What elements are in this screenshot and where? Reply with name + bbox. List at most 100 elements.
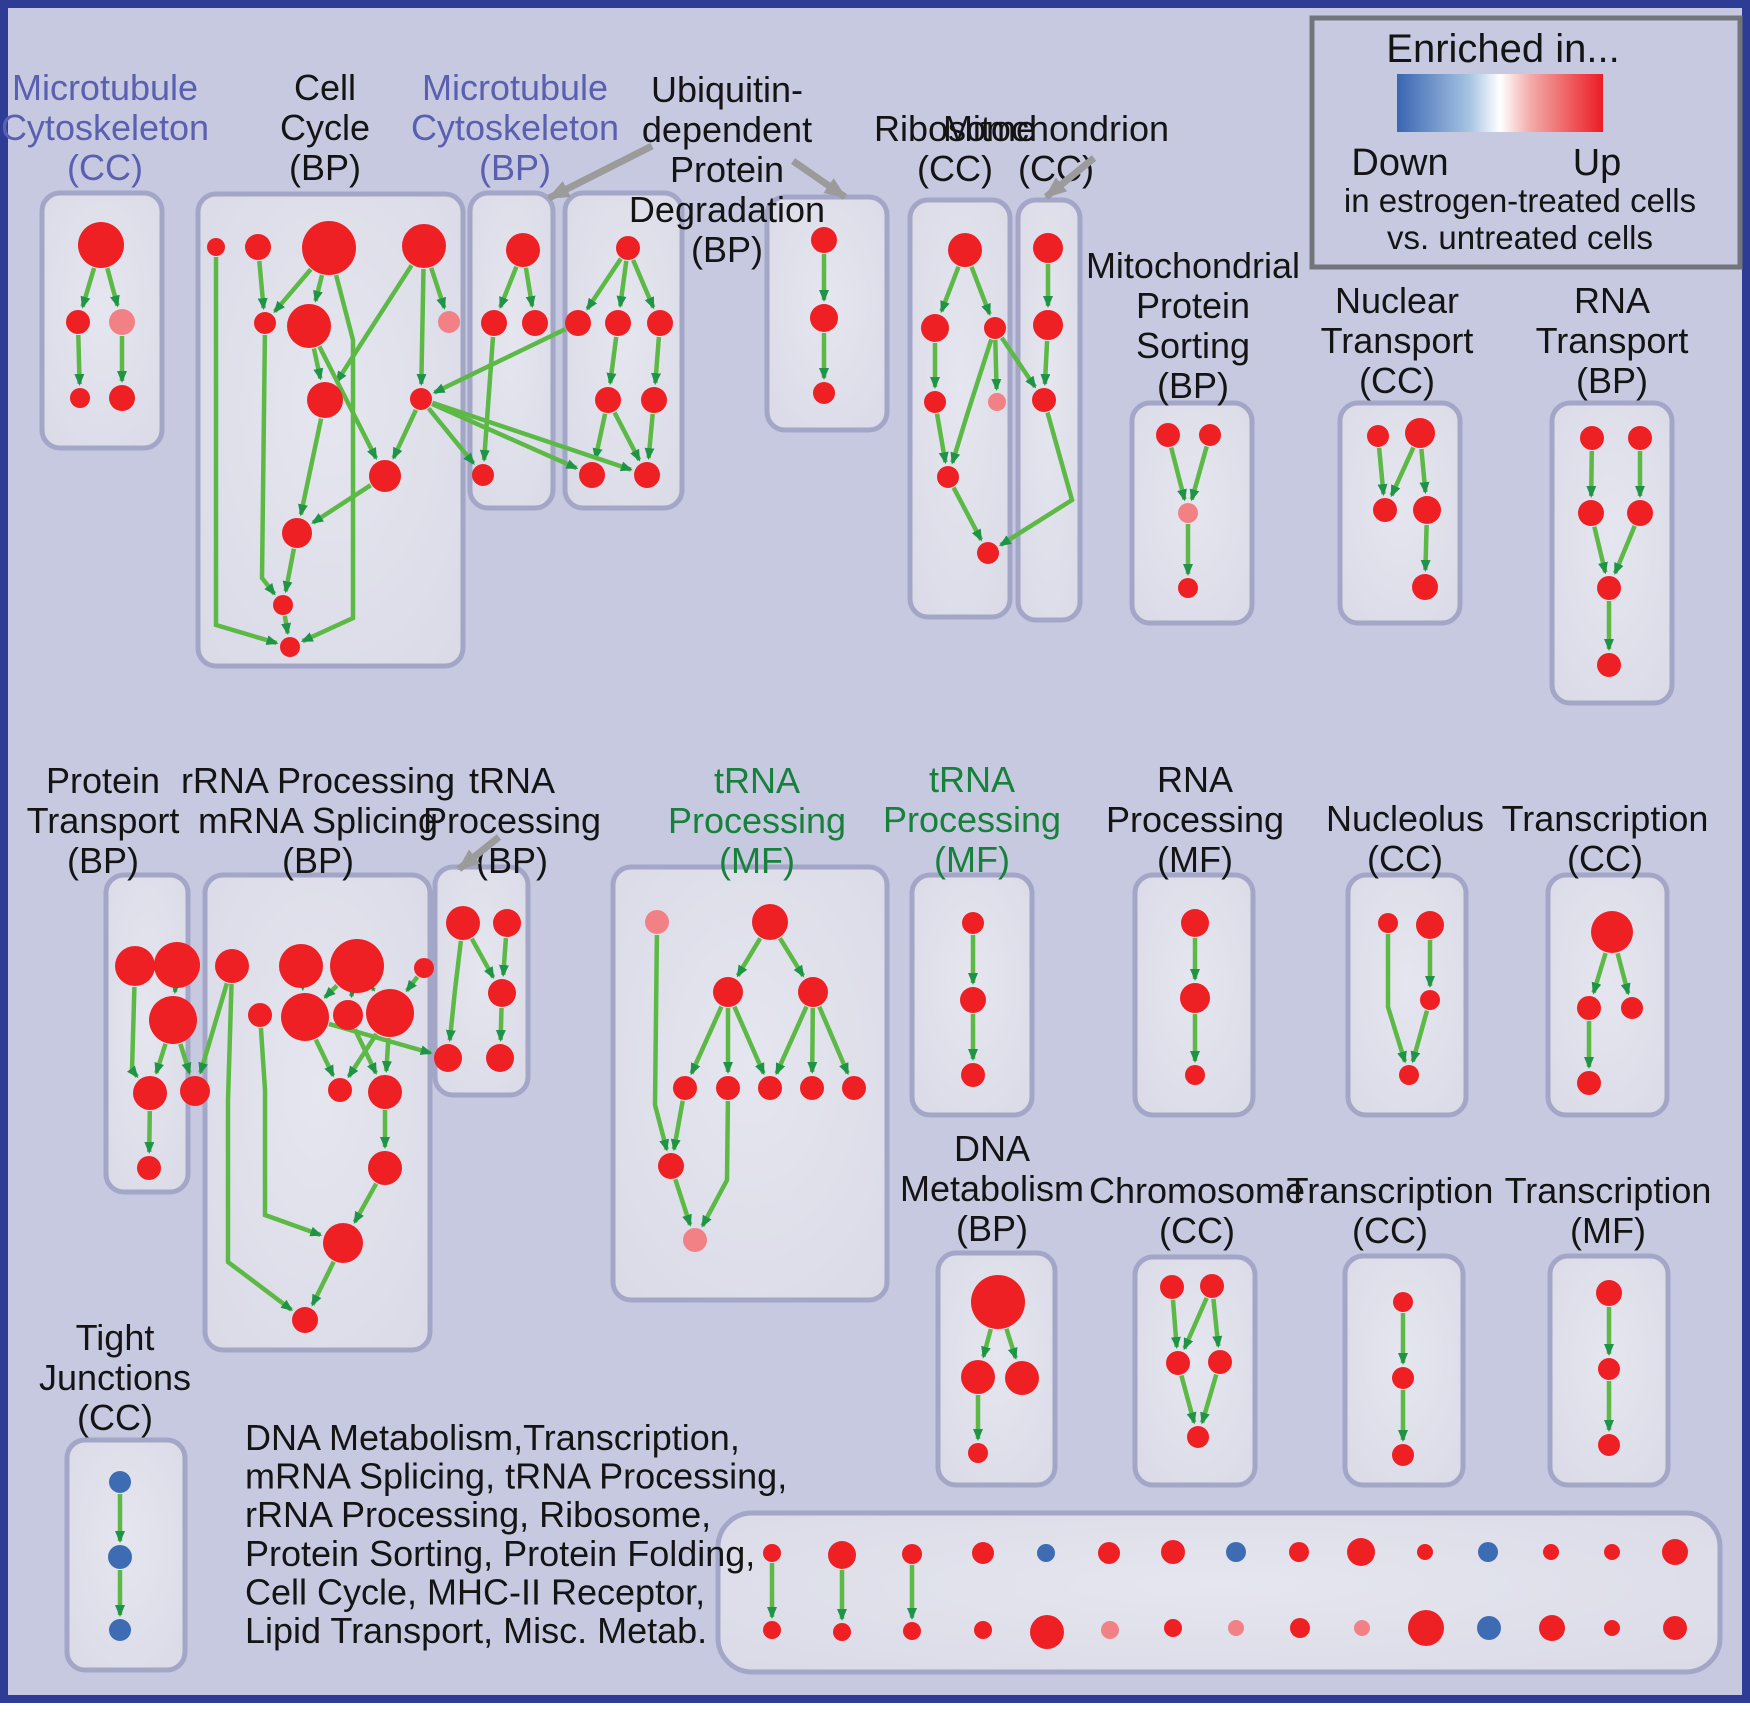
cell-cycle-node-6: [438, 311, 460, 333]
trna-bp-label-line-1: Processing: [423, 800, 601, 841]
trna-mf-1-edge-8: [817, 1005, 850, 1076]
misc-node-26: [1477, 1616, 1501, 1640]
microtubule-cc-label-line-0: Microtubule: [12, 67, 198, 108]
misc-node-25: [1408, 1610, 1444, 1646]
protein-transport-edge-1: [126, 986, 139, 1079]
cell-cycle-node-9: [369, 460, 401, 492]
rna-transport-edge-2: [1592, 526, 1608, 575]
transcription-cc-mid-node-2: [1621, 997, 1643, 1019]
trna-mf-1-node-5: [716, 1076, 740, 1100]
cell-cycle-node-10: [282, 518, 312, 548]
nucleolus-edge-0: [1385, 934, 1408, 1064]
ribosome-edge-3: [991, 339, 1002, 391]
ribosome-node-3: [924, 391, 946, 413]
legend-box: [1309, 15, 1743, 270]
chromosome-node-0: [1160, 1275, 1184, 1299]
rrna-mrna-node-5: [281, 993, 329, 1041]
cross-edge-1: [431, 400, 633, 472]
ubiquitin-node-4: [595, 387, 621, 413]
microtubule-cc-edge-1: [105, 267, 120, 308]
cell-cycle-edge-4: [300, 274, 356, 644]
trna-mf-1-node-10: [683, 1228, 707, 1252]
mito-protein-sorting-label-line-3: (BP): [1157, 365, 1229, 406]
rna-processing-mf-node-0: [1181, 909, 1209, 937]
transcription-cc-bottom-label-line-0: Transcription: [1287, 1170, 1494, 1211]
trna-mf-1-node-1: [752, 904, 788, 940]
rrna-mrna-node-0: [215, 949, 249, 983]
dna-metabolism-box: [935, 1250, 1058, 1488]
ribosome-edge-1: [969, 265, 992, 316]
protein-transport-node-2: [149, 996, 197, 1044]
misc-node-10: [1417, 1544, 1433, 1560]
rrna-mrna-label-line-0: rRNA Processing: [181, 760, 455, 801]
chromosome-node-1: [1200, 1274, 1224, 1298]
ubiquitin-label-line-2: Protein: [670, 149, 784, 190]
microtubule-bp-node-0: [506, 233, 540, 267]
trna-mf-1-edge-9: [670, 1100, 685, 1152]
nuclear-transport-edge-0: [1376, 447, 1388, 497]
protein-transport-node-3: [133, 1076, 167, 1110]
microtubule-cc-edge-2: [74, 334, 85, 386]
nuclear-transport-node-1: [1405, 418, 1435, 448]
ribosome-edge-0: [939, 265, 961, 314]
dna-metabolism-node-1: [961, 1360, 995, 1394]
cell-cycle-edge-10: [317, 345, 379, 460]
transcription-cc-mid-node-0: [1591, 911, 1633, 953]
misc-node-5: [1098, 1542, 1120, 1564]
trna-bp-edge-0: [469, 937, 496, 980]
dna-metabolism-label-line-0: DNA: [954, 1128, 1030, 1169]
misc-node-3: [972, 1542, 994, 1564]
rrna-mrna-edge-4: [364, 979, 376, 992]
cell-cycle-edge-1: [257, 260, 268, 311]
nuclear-transport-edge-3: [1420, 524, 1431, 572]
trna-mf-2-label-line-0: tRNA: [929, 759, 1015, 800]
microtubule-cc-node-4: [109, 385, 135, 411]
transcription-cc-bottom-node-1: [1392, 1367, 1414, 1389]
cell-cycle-edge-11: [298, 418, 324, 517]
legend-gradient-bar: [1397, 74, 1603, 132]
misc-node-17: [903, 1622, 921, 1640]
rna-transport-edge-0: [1586, 450, 1597, 498]
dna-metabolism-label-line-2: (BP): [956, 1208, 1028, 1249]
cell-cycle-node-1: [245, 234, 271, 260]
chromosome-edge-2: [1211, 1298, 1223, 1349]
category-text-line-1: mRNA Splicing, tRNA Processing,: [245, 1456, 787, 1497]
misc-node-23: [1290, 1618, 1310, 1638]
microtubule-cc-node-1: [66, 310, 90, 334]
ubiquitin-edge-0: [585, 257, 623, 311]
microtubule-bp-label-line-0: Microtubule: [422, 67, 608, 108]
nuclear-transport-node-3: [1413, 496, 1441, 524]
rna-transport-label-line-1: Transport: [1536, 320, 1689, 361]
ubiquitin-label-line-0: Ubiquitin-: [651, 69, 803, 110]
ubiquitin-edge-3: [606, 336, 619, 386]
rrna-mrna-edge-6: [258, 1027, 323, 1238]
trna-mf-1-edge-2: [777, 937, 806, 978]
ribosome-node-5: [937, 466, 959, 488]
mito-protein-sorting-label-line-0: Mitochondrial: [1086, 245, 1300, 286]
dna-metabolism-edge-0: [981, 1328, 993, 1359]
dna-metabolism-label-line-1: Metabolism: [900, 1168, 1084, 1209]
cell-cycle-edge-14: [282, 548, 297, 594]
nuclear-transport-label-line-0: Nuclear: [1335, 280, 1459, 321]
chromosome-edge-4: [1200, 1373, 1219, 1425]
chromosome-edge-0: [1170, 1299, 1181, 1349]
cross-edge-0: [431, 401, 579, 471]
trna-bp-label-line-0: tRNA: [469, 760, 555, 801]
trna-bp-edge-1: [499, 937, 509, 977]
protein-transport-node-0: [115, 946, 155, 986]
misc-node-12: [1543, 1544, 1559, 1560]
transcription-cc-mid-node-3: [1577, 1071, 1601, 1095]
dna-metabolism-node-3: [968, 1443, 988, 1463]
rrna-mrna-node-9: [368, 1075, 402, 1109]
misc-node-15: [763, 1621, 781, 1639]
rrna-mrna-edge-12: [352, 1182, 379, 1224]
misc-box: [715, 1510, 1723, 1675]
rrna-mrna-edge-13: [310, 1260, 336, 1307]
cross-edge-6: [999, 336, 1037, 389]
ubiquitin-label-line-3: Degradation: [629, 189, 825, 230]
mitochondrion-node-2: [1032, 388, 1056, 412]
cell-cycle-edge-9: [311, 348, 324, 381]
tight-junctions-label-line-2: (CC): [77, 1397, 153, 1438]
protein-transport-node-1: [154, 942, 200, 988]
rrna-mrna-node-7: [366, 989, 414, 1037]
